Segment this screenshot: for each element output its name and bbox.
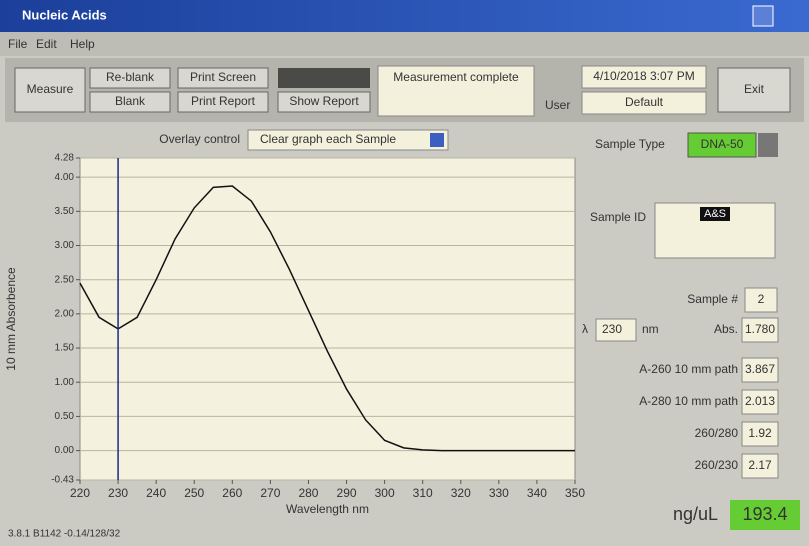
y-tick-label: 0.00 xyxy=(55,445,75,456)
x-tick-label: 260 xyxy=(222,486,242,500)
row-value: 2.17 xyxy=(748,458,772,472)
menu-item[interactable]: Edit xyxy=(36,37,57,51)
x-tick-label: 310 xyxy=(413,486,433,500)
y-tick-label: 3.50 xyxy=(55,206,75,217)
sample-id-label: Sample ID xyxy=(590,210,646,224)
sample-number: 2 xyxy=(758,292,765,306)
concentration-label: ng/uL xyxy=(673,504,718,524)
y-axis-label: 10 mm Absorbence xyxy=(4,267,18,371)
row-value: 2.013 xyxy=(745,394,775,408)
row-label: 260/280 xyxy=(695,426,739,440)
button-label: Measure xyxy=(27,82,74,96)
x-tick-label: 280 xyxy=(298,486,318,500)
abs-value: 1.780 xyxy=(745,322,775,336)
title-bar xyxy=(0,0,809,32)
x-axis-label: Wavelength nm xyxy=(286,502,369,516)
y-tick-label: 1.00 xyxy=(55,377,75,388)
button-label: Print Screen xyxy=(190,70,256,84)
row-label: 260/230 xyxy=(695,458,739,472)
y-tick-label: 4.28 xyxy=(55,153,75,164)
y-tick-label: 3.00 xyxy=(55,240,75,251)
plot-area xyxy=(80,158,575,480)
button-label: Re-blank xyxy=(106,70,155,84)
x-tick-label: 230 xyxy=(108,486,128,500)
sample-type-arrow[interactable] xyxy=(758,133,778,157)
button-label: Blank xyxy=(115,94,146,108)
minimize-button[interactable] xyxy=(753,6,773,26)
sample-number-label: Sample # xyxy=(687,292,738,306)
x-tick-label: 320 xyxy=(451,486,471,500)
menu-item[interactable]: Help xyxy=(70,37,95,51)
app-window: Nucleic Acids File Edit Help Measure Re-… xyxy=(0,0,809,546)
x-tick-label: 270 xyxy=(260,486,280,500)
window-title: Nucleic Acids xyxy=(22,7,107,22)
user-label: User xyxy=(545,98,570,112)
lambda-symbol: λ xyxy=(582,322,588,336)
y-tick-label: 4.00 xyxy=(55,172,75,183)
x-tick-label: 350 xyxy=(565,486,585,500)
sample-id: A&S xyxy=(704,208,726,220)
y-tick-label: 2.50 xyxy=(55,274,75,285)
x-tick-label: 330 xyxy=(489,486,509,500)
row-label: A-260 10 mm path xyxy=(639,362,738,376)
button-label: Print Report xyxy=(191,94,256,108)
x-tick-label: 220 xyxy=(70,486,90,500)
x-tick-label: 300 xyxy=(375,486,395,500)
row-value: 3.867 xyxy=(745,362,775,376)
y-tick-label: 2.00 xyxy=(55,309,75,320)
row-label: A-280 10 mm path xyxy=(639,394,738,408)
datetime: 4/10/2018 3:07 PM xyxy=(593,69,694,83)
menu-item[interactable]: File xyxy=(8,37,28,51)
lambda-unit: nm xyxy=(642,322,659,336)
y-tick-label: 1.50 xyxy=(55,343,75,354)
status-text: Measurement complete xyxy=(393,70,519,84)
x-tick-label: 290 xyxy=(337,486,357,500)
button-label: Exit xyxy=(744,82,765,96)
y-tick-label: -0.43 xyxy=(51,475,74,486)
overlay-label: Overlay control xyxy=(159,132,240,146)
dropdown-arrow[interactable] xyxy=(430,133,444,147)
x-tick-label: 240 xyxy=(146,486,166,500)
sample-type: DNA-50 xyxy=(701,137,744,151)
button-label: Show Report xyxy=(289,94,359,108)
y-tick-label: 0.50 xyxy=(55,411,75,422)
lambda-value: 230 xyxy=(602,322,622,336)
sample-type-label: Sample Type xyxy=(595,137,665,151)
footer: 3.8.1 B1142 -0.14/128/32 xyxy=(8,529,121,540)
overlay-value: Clear graph each Sample xyxy=(260,132,396,146)
user: Default xyxy=(625,95,664,109)
disabled-button xyxy=(278,68,370,88)
menu-bar xyxy=(0,32,809,56)
row-value: 1.92 xyxy=(748,426,772,440)
x-tick-label: 250 xyxy=(184,486,204,500)
x-tick-label: 340 xyxy=(527,486,547,500)
concentration: 193.4 xyxy=(742,504,787,524)
abs-label: Abs. xyxy=(714,322,738,336)
chart: -0.43 0.00 0.50 1.00 1.50 2.00 2.50 3.00 3.50 4.0… xyxy=(4,153,585,517)
